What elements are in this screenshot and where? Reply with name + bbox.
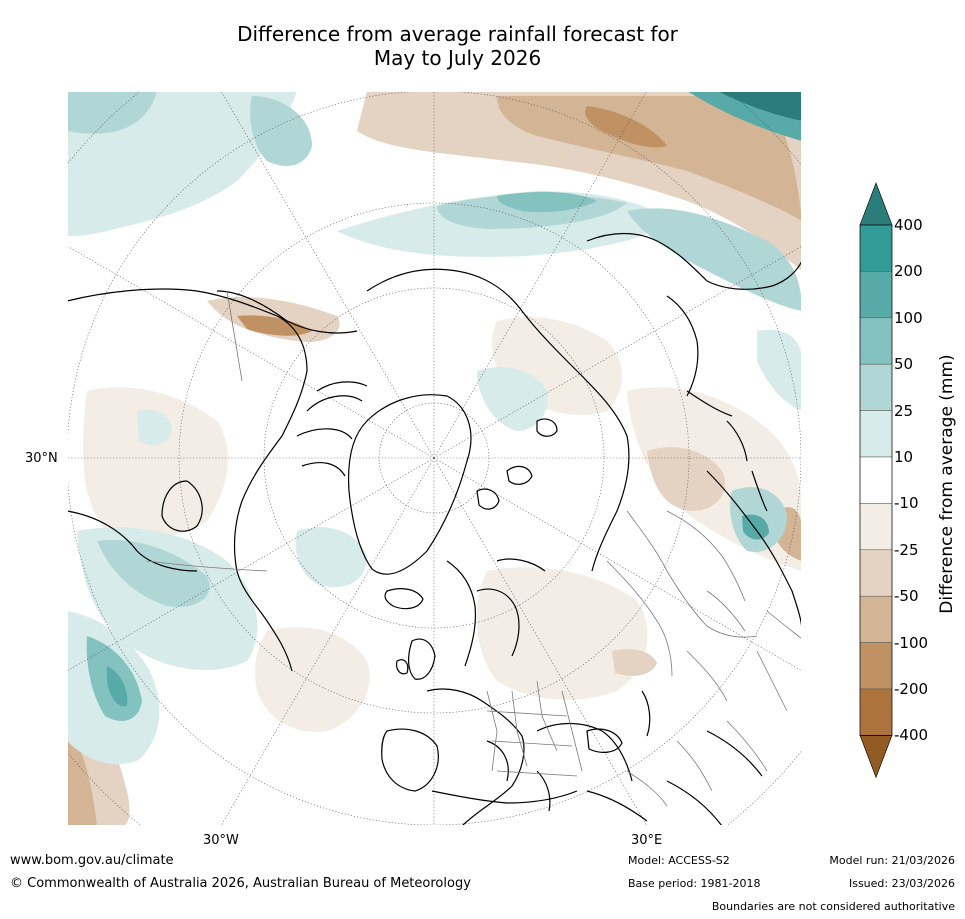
- wet-anomaly-northwest-pacific-core: [67, 91, 157, 134]
- meridian-150e: [433, 91, 648, 459]
- coastline-black-caspian-sea: [586, 690, 651, 753]
- border-europe-grid: [486, 680, 583, 777]
- colorbar-tick-label: -50: [894, 587, 919, 606]
- dry-anomaly-north-pacific-peak: [585, 106, 667, 148]
- footer-base-period: Base period: 1981-2018: [628, 877, 761, 890]
- footer-issued: Issued: 23/03/2026: [848, 877, 955, 890]
- colorbar-tick-label: 200: [894, 262, 923, 281]
- colorbar-extend-bottom: [859, 735, 893, 779]
- wet-anomaly-northeast-pacific: [717, 91, 802, 121]
- dry-anomaly-north-america: [83, 387, 228, 538]
- colorbar-tick-label: -400: [894, 726, 929, 745]
- wet-anomaly-hudson: [137, 409, 172, 446]
- coastline-scandinavia: [446, 558, 546, 667]
- border-central-asia: [606, 560, 728, 702]
- coastline-far-east: [586, 232, 802, 417]
- dry-anomaly-north-pacific-core: [497, 96, 802, 221]
- coastline-arctic-islands: [476, 418, 558, 510]
- colorbar-tick-label: 25: [894, 401, 914, 420]
- coastline-north-america: [67, 288, 308, 672]
- colorbar-label: Difference from average (mm): [937, 354, 957, 614]
- coastline-europe: [426, 688, 633, 826]
- colorbar-tick-label: 100: [894, 308, 923, 327]
- colorbar-outline: [859, 224, 893, 736]
- border-russia-south: [626, 510, 758, 638]
- colorbar-segment: [859, 271, 893, 319]
- meridian-120w: [67, 245, 435, 459]
- footer-model: Model: ACCESS-S2: [628, 854, 730, 867]
- longitude-label-30w: 30°W: [203, 833, 239, 848]
- border-china-mongolia: [666, 510, 746, 632]
- latitude-label-30n: 30°N: [25, 451, 58, 466]
- longitude-label-30e: 30°E: [631, 833, 663, 848]
- map-canvas: [67, 91, 802, 826]
- colorbar-segment: [859, 549, 893, 597]
- colorbar-segment: [859, 456, 893, 504]
- colorbar-segments: [859, 182, 893, 779]
- wet-anomaly-greenland-sea: [295, 527, 367, 588]
- coastline-japan: [726, 420, 768, 512]
- coastline-iberia: [381, 728, 439, 792]
- colorbar-tick-label: -25: [894, 540, 919, 559]
- footer-copyright: © Commonwealth of Australia 2026, Austra…: [10, 876, 471, 891]
- dry-anomaly-alaska-coast-core: [237, 315, 312, 336]
- wet-anomaly-gulf-of-alaska: [250, 96, 312, 166]
- wet-anomaly-bering-peak: [497, 191, 597, 213]
- country-borders: [146, 290, 802, 807]
- footer-boundaries-note: Boundaries are not considered authoritat…: [711, 900, 955, 913]
- coastline-greenland: [347, 394, 472, 575]
- colorbar-segment: [859, 595, 893, 643]
- colorbar-tick-label: -10: [894, 494, 919, 513]
- colorbar-extend-top: [859, 182, 893, 226]
- colorbar: [859, 182, 893, 779]
- colorbar-segment: [859, 224, 893, 272]
- colorbar-segment: [859, 503, 893, 551]
- colorbar-tick-label: 400: [894, 216, 923, 234]
- colorbar-tick-label: 50: [894, 355, 914, 374]
- coastline-africa-arabia: [586, 730, 763, 826]
- coastline-mediterranean: [431, 770, 578, 812]
- wet-anomaly-arctic-russia: [477, 367, 548, 431]
- meridian-150w: [220, 91, 435, 459]
- colorbar-segment: [859, 363, 893, 411]
- coastline-iceland: [384, 588, 424, 610]
- meridian-30w: [220, 457, 435, 826]
- dry-anomaly-central-asia: [647, 447, 726, 511]
- chart-title: Difference from average rainfall forecas…: [90, 22, 825, 70]
- colorbar-segment: [859, 317, 893, 365]
- border-south-asia: [756, 610, 802, 712]
- wet-anomaly-northeast-pacific-edge: [687, 91, 802, 141]
- colorbar-segment: [859, 642, 893, 690]
- colorbar-segment: [859, 688, 893, 736]
- dry-anomaly-europe: [476, 567, 648, 700]
- title-line-1: Difference from average rainfall forecas…: [237, 22, 678, 46]
- coastline-british-isles: [395, 638, 436, 680]
- footer-model-run: Model run: 21/03/2026: [829, 854, 955, 867]
- wet-anomaly-west-pacific: [757, 329, 802, 411]
- border-middle-east: [626, 720, 768, 807]
- colorbar-tick-label: 10: [894, 448, 914, 466]
- coastline-east-asia: [706, 470, 802, 632]
- wet-anomaly-east-atlantic-peak: [107, 666, 128, 707]
- meridian-30e: [433, 457, 648, 826]
- wet-anomaly-far-east: [627, 208, 802, 311]
- footer-url[interactable]: www.bom.gov.au/climate: [10, 853, 174, 868]
- meridian-120e: [433, 245, 802, 459]
- wet-anomaly-layer: [67, 91, 802, 765]
- coastlines: [67, 232, 802, 826]
- wet-anomaly-north-atlantic-core: [97, 540, 210, 607]
- colorbar-tick-label: -200: [894, 680, 929, 698]
- coastline-russia-arctic: [366, 268, 630, 572]
- coastline-alaska: [216, 290, 358, 334]
- coastline-canadian-archipelago: [296, 381, 368, 477]
- meridian-60w: [67, 457, 435, 672]
- latitude-circle-45: [178, 202, 690, 714]
- title-line-2: May to July 2026: [373, 46, 542, 70]
- dry-anomaly-north-atlantic: [255, 627, 370, 732]
- rainfall-anomaly-map[interactable]: [67, 91, 802, 826]
- colorbar-segment: [859, 410, 893, 458]
- border-north-america: [146, 290, 268, 572]
- colorbar-tick-label: -100: [894, 633, 929, 652]
- dry-anomaly-caspian: [612, 649, 657, 676]
